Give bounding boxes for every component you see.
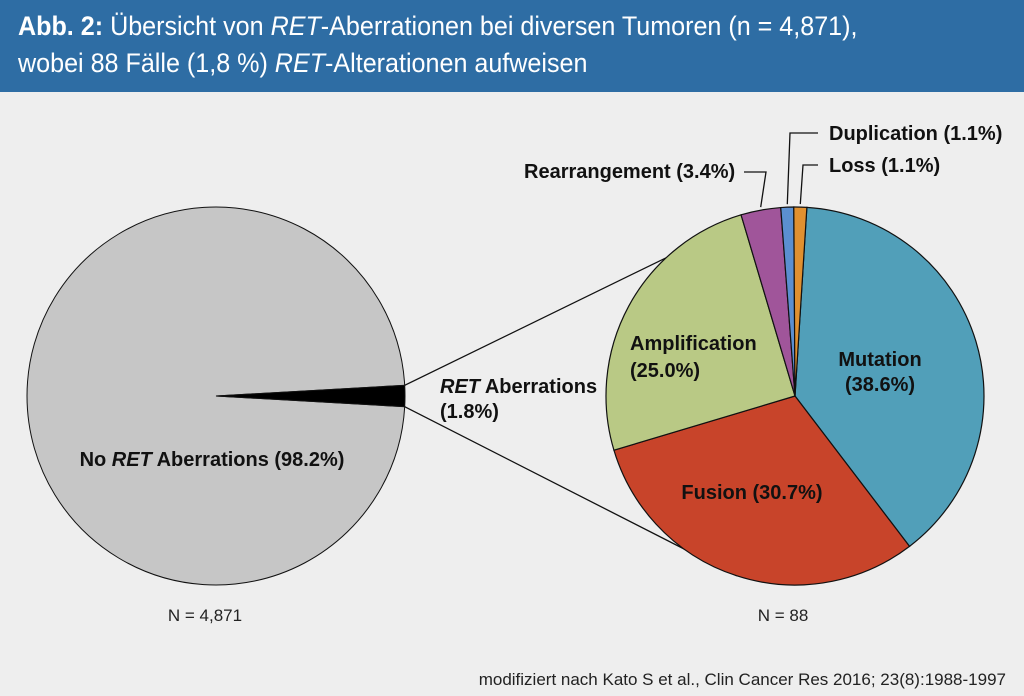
label-amplification: Amplification bbox=[630, 333, 757, 355]
source-citation: modifiziert nach Kato S et al., Clin Can… bbox=[478, 670, 1006, 689]
pie-ret-breakdown bbox=[605, 206, 985, 586]
label-duplication: Duplication (1.1%) bbox=[829, 123, 1002, 145]
label-loss: Loss (1.1%) bbox=[829, 155, 940, 177]
header-line-1: Abb. 2: Übersicht von RET-Aberrationen b… bbox=[18, 8, 937, 45]
leader-duplication bbox=[786, 132, 818, 205]
n-ret-label: N = 88 bbox=[758, 606, 809, 625]
slice-loss bbox=[793, 206, 808, 397]
leader-lines bbox=[744, 132, 818, 208]
header-line-2: wobei 88 Fälle (1,8 %) RET-Alterationen … bbox=[18, 45, 937, 82]
header-ret-1: RET bbox=[270, 11, 321, 41]
label-rearrangement: Rearrangement (3.4%) bbox=[524, 161, 735, 183]
label-ret-aberrations: RET Aberrations bbox=[440, 376, 597, 398]
slice-ret-aberrations bbox=[215, 384, 406, 408]
header-ret-2: RET bbox=[274, 48, 326, 78]
label-fusion: Fusion (30.7%) bbox=[681, 482, 822, 504]
header-text-1a: Übersicht von bbox=[103, 11, 271, 41]
label-mutation: Mutation bbox=[838, 349, 921, 371]
n-total-label: N = 4,871 bbox=[168, 606, 242, 625]
header-text-2a: wobei 88 Fälle (1,8 %) bbox=[18, 48, 275, 78]
slice-no-ret-aberrations bbox=[26, 206, 406, 586]
connector-line-top bbox=[404, 257, 667, 386]
figure-label: Abb. 2: bbox=[18, 11, 104, 41]
pie-total bbox=[26, 206, 406, 586]
pie-charts: No RET Aberrations (98.2%) N = 4,871 RET… bbox=[26, 123, 1002, 625]
chart-area: No RET Aberrations (98.2%) N = 4,871 RET… bbox=[0, 92, 1024, 696]
figure-header: Abb. 2: Übersicht von RET-Aberrationen b… bbox=[0, 0, 1024, 92]
header-text-2b: -Alterationen aufweisen bbox=[325, 48, 588, 78]
label-amplification-pct: (25.0%) bbox=[630, 360, 700, 382]
slice-mutation bbox=[794, 206, 985, 548]
label-no-ret: No RET Aberrations (98.2%) bbox=[80, 449, 345, 471]
label-ret-pct: (1.8%) bbox=[440, 401, 499, 423]
leader-loss bbox=[799, 164, 818, 205]
label-mutation-pct: (38.6%) bbox=[845, 374, 915, 396]
slice-fusion bbox=[613, 395, 911, 586]
header-text-1b: -Aberrationen bei diversen Tumoren (n = … bbox=[320, 11, 858, 41]
leader-rearrangement bbox=[744, 171, 767, 208]
slice-amplification bbox=[605, 214, 796, 451]
